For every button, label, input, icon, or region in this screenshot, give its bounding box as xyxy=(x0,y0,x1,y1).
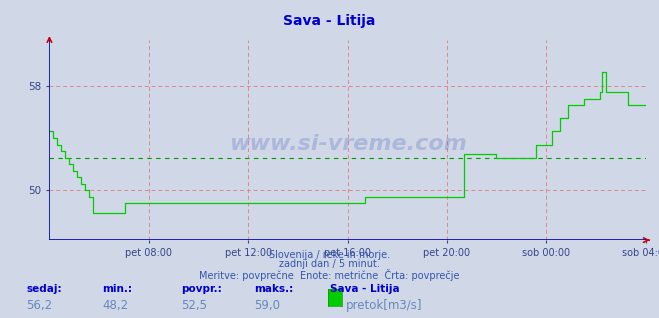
Text: maks.:: maks.: xyxy=(254,284,293,294)
Text: 52,5: 52,5 xyxy=(181,299,207,312)
Text: Slovenija / reke in morje.: Slovenija / reke in morje. xyxy=(269,250,390,259)
Text: 56,2: 56,2 xyxy=(26,299,53,312)
Text: 48,2: 48,2 xyxy=(102,299,129,312)
Text: zadnji dan / 5 minut.: zadnji dan / 5 minut. xyxy=(279,259,380,269)
Text: min.:: min.: xyxy=(102,284,132,294)
Text: 59,0: 59,0 xyxy=(254,299,279,312)
Text: povpr.:: povpr.: xyxy=(181,284,222,294)
Text: Meritve: povprečne  Enote: metrične  Črta: povprečje: Meritve: povprečne Enote: metrične Črta:… xyxy=(199,269,460,281)
Text: Sava - Litija: Sava - Litija xyxy=(283,14,376,28)
Text: www.si-vreme.com: www.si-vreme.com xyxy=(229,134,467,154)
Text: pretok[m3/s]: pretok[m3/s] xyxy=(346,299,422,312)
Text: Sava - Litija: Sava - Litija xyxy=(330,284,399,294)
Text: sedaj:: sedaj: xyxy=(26,284,62,294)
